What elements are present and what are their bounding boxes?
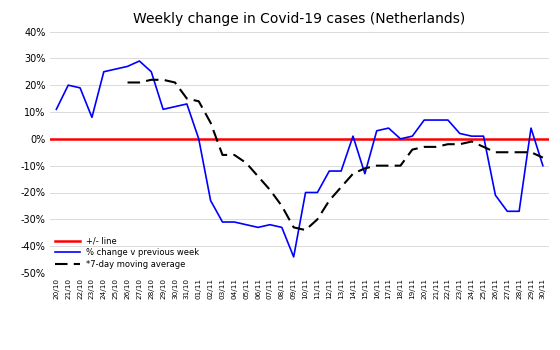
Title: Weekly change in Covid-19 cases (Netherlands): Weekly change in Covid-19 cases (Netherl… bbox=[133, 12, 466, 26]
Legend: +/- line, % change v previous week, *7-day moving average: +/- line, % change v previous week, *7-d… bbox=[54, 237, 199, 269]
